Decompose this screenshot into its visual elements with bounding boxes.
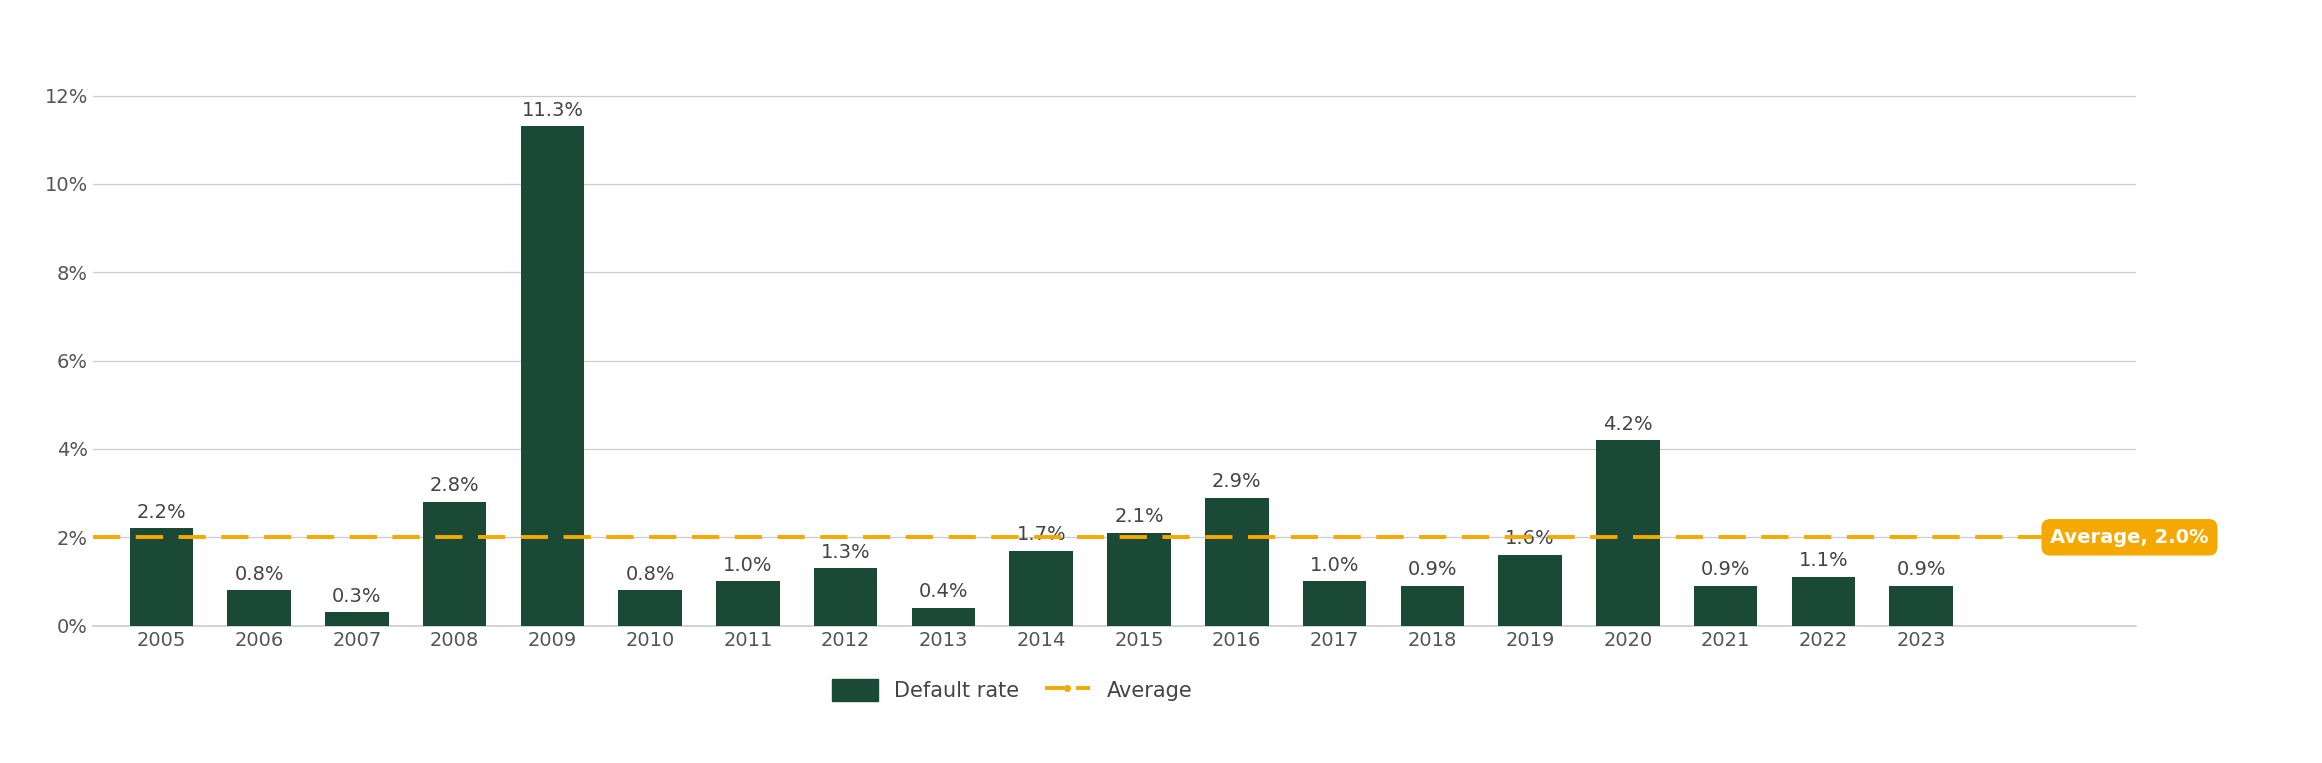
Text: 2.1%: 2.1% — [1115, 507, 1163, 526]
Bar — [1890, 586, 1953, 626]
Bar — [815, 568, 878, 626]
Bar — [715, 581, 780, 626]
Text: 2.9%: 2.9% — [1212, 472, 1261, 491]
Text: 0.8%: 0.8% — [235, 565, 283, 584]
Bar — [1693, 586, 1758, 626]
Text: Average, 2.0%: Average, 2.0% — [2050, 528, 2208, 547]
Text: 11.3%: 11.3% — [522, 101, 583, 120]
Text: 0.9%: 0.9% — [1897, 560, 1946, 579]
Bar — [1595, 440, 1660, 626]
Text: 0.9%: 0.9% — [1700, 560, 1751, 579]
Bar — [1793, 577, 1855, 626]
Text: 1.0%: 1.0% — [722, 556, 773, 575]
Bar — [520, 127, 585, 626]
Text: 0.4%: 0.4% — [920, 582, 968, 601]
Bar — [1205, 497, 1268, 626]
Bar — [1010, 551, 1073, 626]
Bar — [423, 502, 485, 626]
Bar — [618, 591, 683, 626]
Bar — [130, 529, 193, 626]
Text: 4.2%: 4.2% — [1602, 414, 1653, 433]
Legend: Default rate, Average: Default rate, Average — [824, 671, 1200, 710]
Text: 1.1%: 1.1% — [1800, 552, 1848, 571]
Text: 0.3%: 0.3% — [332, 587, 381, 606]
Bar — [325, 613, 388, 626]
Bar — [913, 608, 975, 626]
Text: 1.6%: 1.6% — [1505, 530, 1556, 549]
Text: 1.3%: 1.3% — [822, 542, 871, 562]
Bar — [228, 591, 290, 626]
Text: 1.0%: 1.0% — [1310, 556, 1358, 575]
Bar — [1108, 533, 1170, 626]
Text: 2.2%: 2.2% — [137, 503, 186, 522]
Text: 0.9%: 0.9% — [1407, 560, 1458, 579]
Text: 0.8%: 0.8% — [625, 565, 676, 584]
Bar — [1303, 581, 1365, 626]
Text: 2.8%: 2.8% — [430, 476, 478, 495]
Text: 1.7%: 1.7% — [1017, 525, 1066, 544]
Bar — [1400, 586, 1465, 626]
Bar — [1498, 555, 1563, 626]
